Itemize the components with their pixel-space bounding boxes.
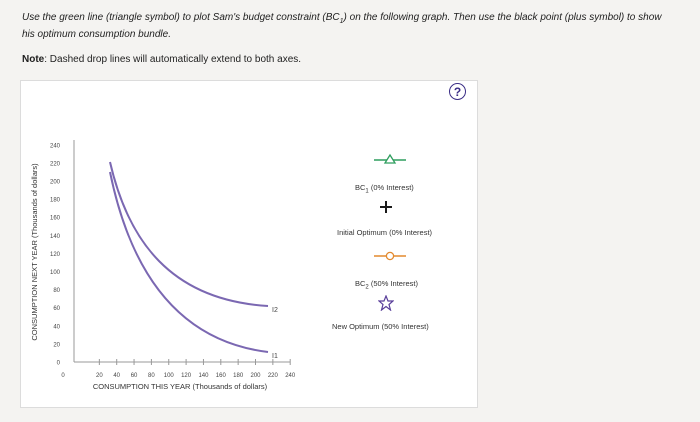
bc1-label: BC1 (0% Interest) bbox=[355, 183, 414, 195]
graph-panel bbox=[20, 80, 478, 408]
initial-optimum-label: Initial Optimum (0% Interest) bbox=[337, 228, 433, 237]
initial-optimum-tool[interactable] bbox=[379, 200, 393, 214]
plus-icon bbox=[380, 201, 392, 213]
bc2-tool[interactable] bbox=[372, 249, 408, 261]
triangle-icon bbox=[383, 153, 397, 164]
note-text: Note: Dashed drop lines will automatical… bbox=[22, 54, 302, 65]
help-button[interactable]: ? bbox=[449, 83, 466, 100]
bc1-tool[interactable] bbox=[372, 152, 408, 164]
instructions-text: Use the green line (triangle symbol) to … bbox=[22, 12, 662, 40]
circle-icon bbox=[385, 251, 395, 261]
new-optimum-label: New Optimum (50% Interest) bbox=[332, 322, 429, 331]
note-label: Note bbox=[22, 54, 45, 65]
bc2-label: BC2 (50% Interest) bbox=[355, 279, 418, 291]
question-mark-icon: ? bbox=[453, 84, 462, 99]
star-icon bbox=[377, 294, 395, 312]
new-optimum-tool[interactable] bbox=[377, 294, 395, 312]
